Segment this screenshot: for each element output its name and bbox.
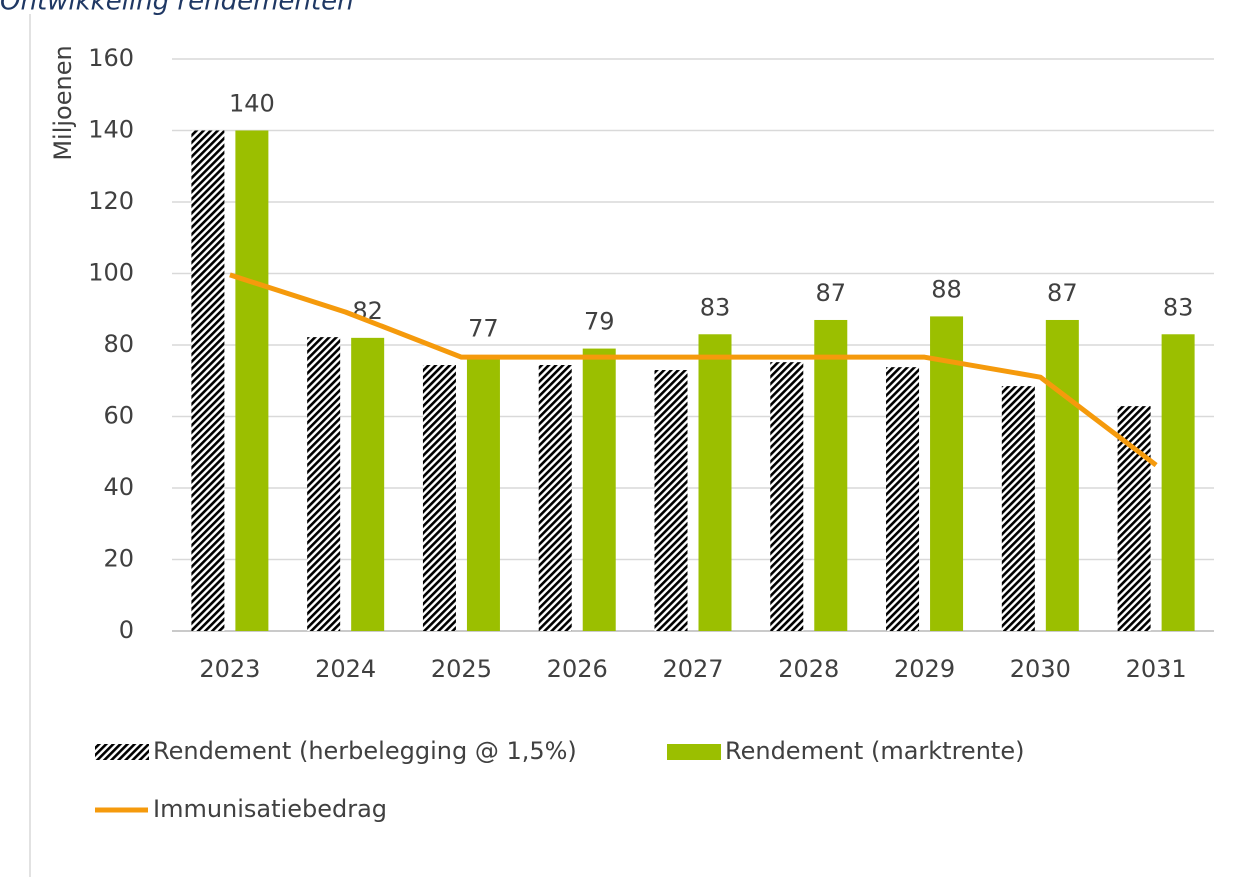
y-tick-label: 120 xyxy=(88,187,134,215)
y-tick-label: 0 xyxy=(119,616,134,644)
bar xyxy=(930,316,964,631)
bar xyxy=(466,355,500,631)
bar xyxy=(582,348,616,631)
legend-label: Rendement (marktrente) xyxy=(725,737,1024,765)
bar xyxy=(1117,406,1151,631)
bar xyxy=(1045,319,1079,631)
x-tick-label: 2031 xyxy=(1126,655,1187,683)
bar xyxy=(654,370,688,631)
legend-label: Rendement (herbelegging @ 1,5%) xyxy=(153,737,577,765)
bar xyxy=(351,337,385,631)
bar xyxy=(886,367,920,631)
data-label: 77 xyxy=(468,315,499,343)
bar xyxy=(307,337,341,631)
bar xyxy=(191,130,225,631)
bar xyxy=(1161,334,1195,631)
chart-title: Ontwikkeling rendementen xyxy=(0,0,354,17)
bar xyxy=(422,365,456,631)
x-tick-label: 2028 xyxy=(778,655,839,683)
x-tick-label: 2027 xyxy=(662,655,723,683)
legend-swatch xyxy=(95,744,149,760)
y-tick-label: 40 xyxy=(103,473,134,501)
data-label: 140 xyxy=(229,90,275,118)
legend-swatch xyxy=(667,744,721,760)
bar xyxy=(235,130,269,631)
y-tick-label: 60 xyxy=(103,402,134,430)
y-tick-label: 160 xyxy=(88,44,134,72)
x-tick-label: 2029 xyxy=(894,655,955,683)
data-label: 79 xyxy=(584,308,615,336)
data-label: 87 xyxy=(1047,279,1078,307)
y-tick-label: 80 xyxy=(103,330,134,358)
bar xyxy=(698,334,732,631)
x-tick-label: 2025 xyxy=(431,655,492,683)
x-tick-label: 2024 xyxy=(315,655,376,683)
y-axis-label: Miljoenen xyxy=(49,45,77,160)
bar xyxy=(1001,386,1035,631)
data-label: 83 xyxy=(700,293,731,321)
x-tick-label: 2026 xyxy=(547,655,608,683)
data-label: 88 xyxy=(931,275,962,303)
y-tick-label: 20 xyxy=(103,545,134,573)
x-tick-label: 2030 xyxy=(1010,655,1071,683)
data-label: 83 xyxy=(1163,293,1194,321)
y-tick-label: 100 xyxy=(88,259,134,287)
bar xyxy=(814,319,848,631)
line-series xyxy=(229,272,1158,468)
y-tick-label: 140 xyxy=(88,116,134,144)
data-label: 87 xyxy=(816,279,847,307)
bar xyxy=(770,362,804,631)
legend-label: Immunisatiebedrag xyxy=(153,795,387,823)
bar xyxy=(538,365,572,631)
x-tick-label: 2023 xyxy=(199,655,260,683)
